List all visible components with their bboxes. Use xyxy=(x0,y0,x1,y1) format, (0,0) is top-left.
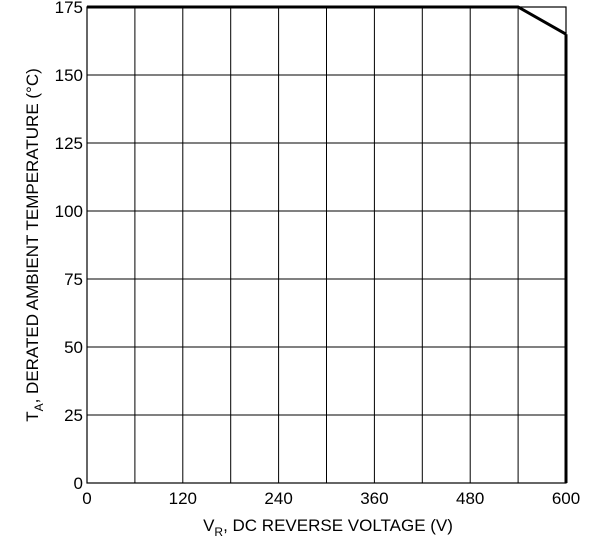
x-tick-label: 120 xyxy=(169,489,197,508)
y-tick-label: 125 xyxy=(55,134,83,153)
y-tick-label: 0 xyxy=(74,474,83,493)
x-tick-label: 480 xyxy=(456,489,484,508)
y-axis-label: TA, DERATED AMBIENT TEMPERATURE (°C) xyxy=(23,68,46,422)
derating-curve xyxy=(87,5,567,36)
x-tick-label: 240 xyxy=(264,489,292,508)
y-tick-label: 150 xyxy=(55,66,83,85)
y-tick-label: 50 xyxy=(64,338,83,357)
y-tick-label: 100 xyxy=(55,202,83,221)
x-tick-label: 0 xyxy=(82,489,91,508)
x-tick-label: 600 xyxy=(552,489,580,508)
x-tick-labels: 0 120 240 360 480 600 xyxy=(82,489,580,508)
x-tick-label: 360 xyxy=(360,489,388,508)
series-layer xyxy=(87,5,568,483)
x-axis-label: VR, DC REVERSE VOLTAGE (V) xyxy=(203,516,453,539)
y-tick-label: 175 xyxy=(55,0,83,17)
y-tick-label: 25 xyxy=(64,406,83,425)
y-tick-label: 75 xyxy=(64,270,83,289)
y-tick-labels: 0 25 50 75 100 125 150 175 xyxy=(55,0,83,493)
grid xyxy=(86,6,567,484)
